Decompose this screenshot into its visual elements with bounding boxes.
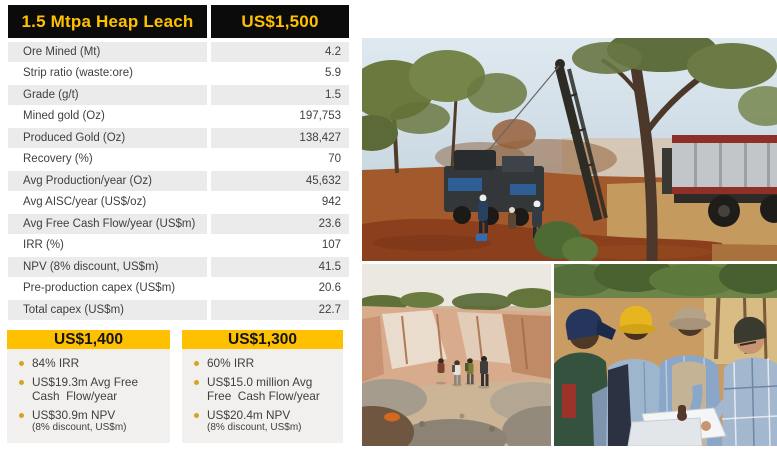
bullet-text: 84% IRR [32, 356, 80, 370]
row-value: 22.7 [211, 300, 349, 320]
table-row: Recovery (%) 70 [8, 150, 349, 170]
scenario-card-1300: US$1,300 60% IRR US$15.0 million Avg Fre… [182, 330, 343, 443]
bullet-item: 84% IRR [17, 356, 165, 371]
scenario-body: 60% IRR US$15.0 million Avg Free Cash Fl… [182, 349, 343, 443]
table-row: Strip ratio (waste:ore) 5.9 [8, 64, 349, 84]
table-body: Ore Mined (Mt) 4.2 Strip ratio (waste:ore… [8, 42, 349, 320]
table-row: Grade (g/t) 1.5 [8, 85, 349, 105]
rubble [362, 379, 551, 446]
quarry-photo [362, 264, 551, 446]
row-label: Strip ratio (waste:ore) [23, 67, 133, 80]
row-value: 41.5 [211, 257, 349, 277]
right-tree [572, 38, 777, 261]
row-label: Avg AISC/year (US$/oz) [23, 196, 147, 209]
row-label: Mined gold (Oz) [23, 110, 105, 123]
scenario-price-header: US$1,300 [182, 330, 343, 349]
scenario-card-1400: US$1,400 84% IRR US$19.3m Avg Free Cash … [7, 330, 170, 443]
row-value: 197,753 [299, 110, 341, 123]
bullet-subtext: (8% discount, US$m) [207, 422, 302, 433]
table-header-title: 1.5 Mtpa Heap Leach [8, 5, 207, 38]
orange-object [384, 412, 400, 422]
truck [662, 135, 777, 227]
table-row: Avg Production/year (Oz) 45,632 [8, 171, 349, 191]
bullet-item: US$15.0 million Avg Free Cash Flow/year [192, 375, 338, 404]
table-row: Mined gold (Oz) 197,753 [8, 107, 349, 127]
table-row: NPV (8% discount, US$m) 41.5 [8, 257, 349, 277]
table-row: Total capex (US$m) 22.7 [8, 300, 349, 320]
drill-rig-photo [362, 38, 777, 261]
map-review-photo [554, 264, 777, 446]
bullet-text: US$15.0 million Avg Free Cash Flow/year [207, 374, 320, 404]
walking-people [436, 356, 490, 389]
row-label: Avg Production/year (Oz) [8, 171, 207, 191]
bullet-item: US$19.3m Avg Free Cash Flow/year [17, 375, 165, 404]
row-value: 1.5 [211, 85, 349, 105]
table-row: Ore Mined (Mt) 4.2 [8, 42, 349, 62]
table-row: Pre-production capex (US$m) 20.6 [8, 279, 349, 299]
row-label: Recovery (%) [23, 153, 93, 166]
row-label: NPV (8% discount, US$m) [8, 257, 207, 277]
row-label: Avg Free Cash Flow/year (US$m) [8, 214, 207, 234]
background-trees [554, 264, 777, 360]
scenario-price-header: US$1,400 [7, 330, 170, 349]
table-header-price: US$1,500 [211, 5, 349, 38]
man-plaid-shirt [704, 316, 777, 446]
row-label: Total capex (US$m) [8, 300, 207, 320]
row-value: 5.9 [325, 67, 341, 80]
table-row: Avg Free Cash Flow/year (US$m) 23.6 [8, 214, 349, 234]
row-value: 20.6 [318, 282, 341, 295]
man-green-vest [554, 308, 616, 446]
map-papers [627, 405, 727, 446]
bullet-subtext: (8% discount, US$m) [32, 422, 127, 433]
row-label: Pre-production capex (US$m) [23, 282, 176, 295]
row-value: 23.6 [211, 214, 349, 234]
eroded-cliffs [362, 306, 551, 394]
table-header: 1.5 Mtpa Heap Leach US$1,500 [8, 5, 349, 38]
table-row: IRR (%) 107 [8, 236, 349, 256]
row-label: IRR (%) [23, 239, 64, 252]
bullet-text: 60% IRR [207, 356, 255, 370]
bullet-item: 60% IRR [192, 356, 338, 371]
row-label: Grade (g/t) [8, 85, 207, 105]
left-trees [362, 50, 536, 174]
bullet-item: US$20.4m NPV (8% discount, US$m) [192, 408, 338, 435]
row-value: 4.2 [211, 42, 349, 62]
heap-leach-table: 1.5 Mtpa Heap Leach US$1,500 Ore Mined (… [8, 5, 349, 322]
row-label: Produced Gold (Oz) [8, 128, 207, 148]
drill-rig [444, 59, 608, 241]
row-value: 138,427 [211, 128, 349, 148]
row-value: 45,632 [211, 171, 349, 191]
bullet-item: US$30.9m NPV (8% discount, US$m) [17, 408, 165, 435]
table-row: Avg AISC/year (US$/oz) 942 [8, 193, 349, 213]
table-row: Produced Gold (Oz) 138,427 [8, 128, 349, 148]
bullet-text: US$19.3m Avg Free Cash Flow/year [32, 374, 139, 404]
row-value: 70 [328, 153, 341, 166]
scenario-body: 84% IRR US$19.3m Avg Free Cash Flow/year… [7, 349, 170, 443]
bullet-text: US$30.9m NPV [32, 407, 116, 422]
bullet-text: US$20.4m NPV [207, 407, 291, 422]
row-value: 942 [321, 196, 341, 209]
row-value: 107 [321, 239, 341, 252]
workers [478, 194, 542, 238]
row-label: Ore Mined (Mt) [8, 42, 207, 62]
